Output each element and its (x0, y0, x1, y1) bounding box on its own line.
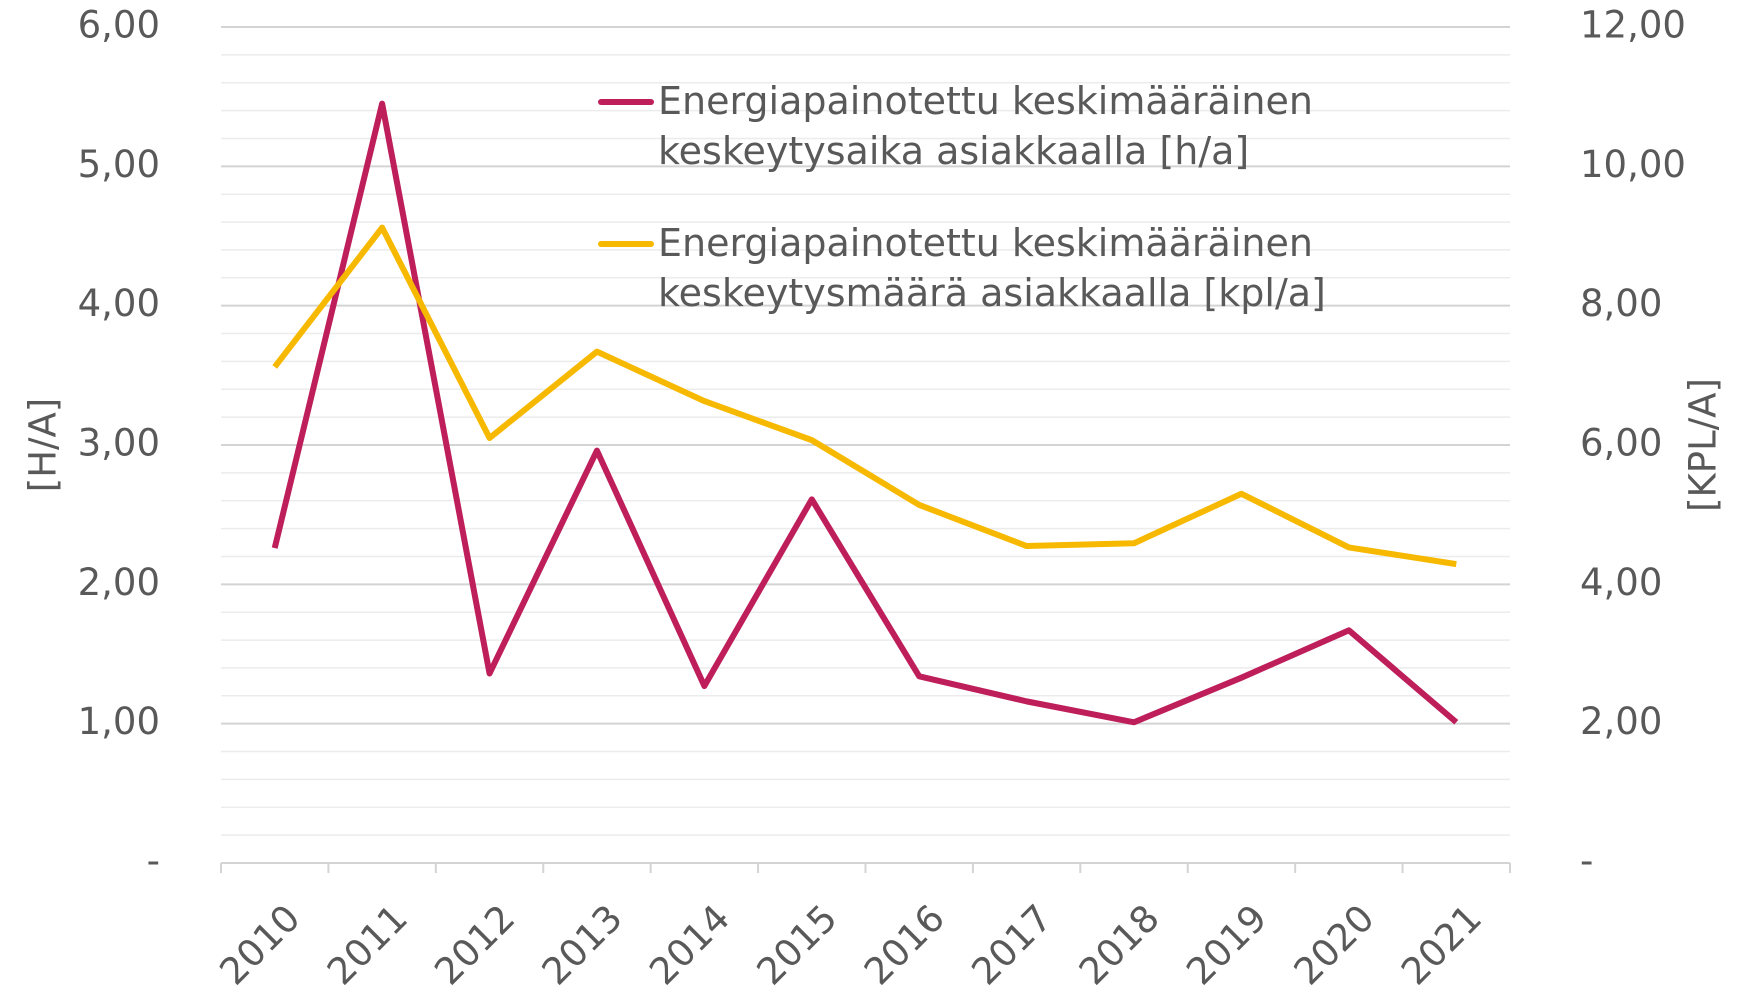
y2-axis-label: [KPL/A] (1682, 378, 1725, 512)
y2-tick-label: 4,00 (1580, 561, 1662, 604)
y-tick-label: 2,00 (78, 561, 160, 604)
x-tick-label: 2013 (534, 896, 631, 993)
x-tick-label: 2018 (1071, 896, 1168, 993)
y-axis-label: [H/A] (22, 398, 65, 492)
x-tick-label: 2010 (212, 896, 309, 993)
legend-label: Energiapainotettu keskimääräinen keskeyt… (658, 79, 1313, 173)
series-line (272, 224, 1457, 568)
x-tick-label: 2011 (319, 896, 416, 993)
y2-tick-label: 8,00 (1580, 282, 1662, 325)
x-tick-label: 2014 (641, 896, 738, 993)
y2-tick-label: - (1580, 840, 1593, 883)
y2-tick-label: 2,00 (1580, 700, 1662, 743)
x-tick-label: 2015 (749, 896, 846, 993)
legend: Energiapainotettu keskimääräinen keskeyt… (598, 76, 1458, 360)
legend-swatch (598, 99, 654, 105)
y-tick-label: 6,00 (78, 4, 160, 47)
y-tick-label: 3,00 (78, 422, 160, 465)
y-tick-label: 5,00 (78, 143, 160, 186)
legend-entry: Energiapainotettu keskimääräinen keskeyt… (598, 218, 1458, 318)
y2-tick-label: 10,00 (1580, 143, 1686, 186)
x-tick-label: 2017 (963, 896, 1060, 993)
y2-tick-label: 6,00 (1580, 422, 1662, 465)
x-tick-label: 2021 (1393, 896, 1490, 993)
legend-label: Energiapainotettu keskimääräinen keskeyt… (658, 221, 1326, 315)
x-tick-label: 2016 (856, 896, 953, 993)
legend-swatch (598, 241, 654, 247)
legend-entry: Energiapainotettu keskimääräinen keskeyt… (598, 76, 1458, 176)
y-tick-label: 1,00 (78, 700, 160, 743)
y-tick-label: - (147, 840, 160, 883)
y-tick-label: 4,00 (78, 282, 160, 325)
x-tick-label: 2019 (1178, 896, 1275, 993)
x-tick-label: 2012 (426, 896, 523, 993)
x-tick-label: 2020 (1286, 896, 1383, 993)
y2-tick-label: 12,00 (1580, 4, 1686, 47)
series-line (271, 100, 1459, 726)
